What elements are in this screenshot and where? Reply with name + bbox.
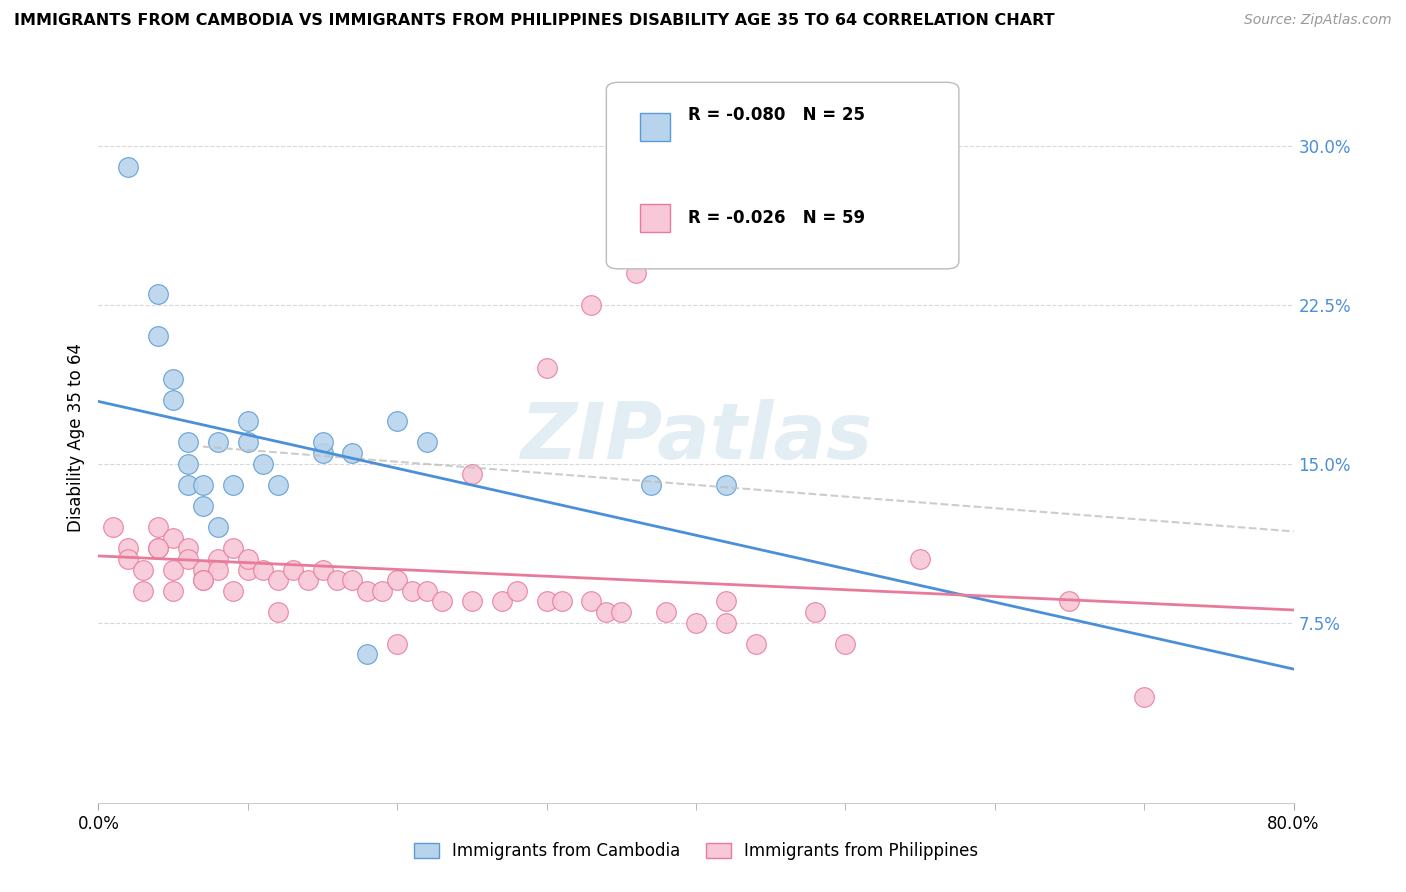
Point <box>177 457 200 471</box>
Point <box>117 552 139 566</box>
Point <box>148 541 170 556</box>
Point <box>536 594 558 608</box>
Point <box>117 541 139 556</box>
Point <box>342 446 364 460</box>
Point <box>162 583 184 598</box>
Point <box>416 435 439 450</box>
Point <box>506 583 529 598</box>
Point <box>236 552 259 566</box>
Point <box>132 563 155 577</box>
Point <box>1059 594 1081 608</box>
Point <box>356 648 378 662</box>
Point <box>222 583 245 598</box>
Text: IMMIGRANTS FROM CAMBODIA VS IMMIGRANTS FROM PHILIPPINES DISABILITY AGE 35 TO 64 : IMMIGRANTS FROM CAMBODIA VS IMMIGRANTS F… <box>14 13 1054 29</box>
Point <box>461 594 484 608</box>
Point <box>491 594 513 608</box>
Point <box>745 637 768 651</box>
Point <box>342 573 364 587</box>
Point <box>177 477 200 491</box>
Point <box>714 615 737 630</box>
Point <box>311 563 333 577</box>
Point <box>252 563 274 577</box>
Point <box>207 520 229 534</box>
Point <box>536 361 558 376</box>
Point <box>371 583 394 598</box>
Point <box>311 435 333 450</box>
Point <box>177 552 200 566</box>
Point <box>640 477 662 491</box>
Point <box>191 499 214 513</box>
Text: Source: ZipAtlas.com: Source: ZipAtlas.com <box>1244 13 1392 28</box>
Point <box>550 594 572 608</box>
Point <box>1133 690 1156 704</box>
Point <box>267 477 290 491</box>
Point <box>626 266 648 280</box>
Point <box>191 477 214 491</box>
Point <box>162 372 184 386</box>
Text: ZIPatlas: ZIPatlas <box>520 399 872 475</box>
Point <box>267 605 290 619</box>
Point <box>222 541 245 556</box>
Point <box>252 457 274 471</box>
Point <box>267 573 290 587</box>
Point <box>297 573 319 587</box>
Point <box>148 287 170 301</box>
Point <box>595 605 617 619</box>
Legend: Immigrants from Cambodia, Immigrants from Philippines: Immigrants from Cambodia, Immigrants fro… <box>413 842 979 860</box>
Point <box>804 605 827 619</box>
Point <box>416 583 439 598</box>
Bar <box>640 204 669 232</box>
Point <box>148 541 170 556</box>
Point <box>191 563 214 577</box>
Point <box>162 392 184 407</box>
Text: R = -0.026   N = 59: R = -0.026 N = 59 <box>688 210 865 227</box>
Point <box>236 414 259 428</box>
Point <box>581 297 603 311</box>
Point <box>281 563 304 577</box>
Point <box>162 563 184 577</box>
Point <box>311 446 333 460</box>
Point <box>461 467 484 482</box>
Point <box>117 160 139 174</box>
Point <box>356 583 378 598</box>
Point <box>132 583 155 598</box>
Point <box>207 563 229 577</box>
FancyBboxPatch shape <box>606 82 959 268</box>
Y-axis label: Disability Age 35 to 64: Disability Age 35 to 64 <box>66 343 84 532</box>
Point <box>236 563 259 577</box>
Point <box>326 573 349 587</box>
Point <box>714 477 737 491</box>
Point <box>207 435 229 450</box>
Point <box>714 594 737 608</box>
Point <box>385 637 409 651</box>
Point <box>430 594 453 608</box>
Point <box>191 573 214 587</box>
Point <box>610 605 633 619</box>
Point <box>148 520 170 534</box>
Point <box>685 615 707 630</box>
Point <box>834 637 856 651</box>
Point <box>385 414 409 428</box>
Point <box>148 329 170 343</box>
Point <box>655 605 678 619</box>
Point <box>162 531 184 545</box>
Point <box>236 435 259 450</box>
Point <box>103 520 125 534</box>
Point <box>207 552 229 566</box>
Point <box>177 435 200 450</box>
Point <box>385 573 409 587</box>
Point <box>191 573 214 587</box>
Point <box>401 583 423 598</box>
Point <box>581 594 603 608</box>
Text: R = -0.080   N = 25: R = -0.080 N = 25 <box>688 106 865 124</box>
Point <box>222 477 245 491</box>
Bar <box>640 112 669 141</box>
Point <box>177 541 200 556</box>
Point <box>908 552 931 566</box>
